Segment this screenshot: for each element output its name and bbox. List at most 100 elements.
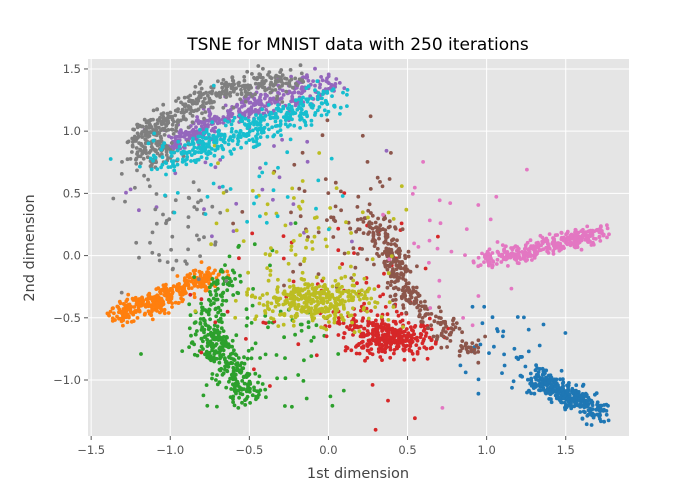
scatter-point [220, 155, 225, 160]
scatter-point [406, 339, 411, 343]
scatter-point [321, 92, 325, 96]
scatter-point [562, 238, 566, 243]
scatter-point [605, 235, 609, 240]
scatter-point [225, 269, 230, 274]
scatter-point [563, 400, 567, 405]
scatter-point [151, 158, 156, 163]
scatter-point [401, 325, 405, 329]
scatter-point [333, 82, 338, 86]
scatter-point [328, 293, 332, 298]
scatter-point [509, 286, 514, 291]
scatter-point [208, 317, 213, 322]
scatter-point [499, 260, 504, 264]
scatter-point [224, 279, 229, 283]
scatter-point [534, 363, 538, 368]
scatter-point [157, 131, 162, 136]
scatter-point [310, 240, 314, 244]
scatter-point [355, 281, 359, 286]
scatter-point [261, 320, 266, 325]
scatter-point [295, 107, 300, 112]
scatter-point [175, 191, 180, 195]
scatter-point [289, 99, 293, 104]
scatter-point [542, 368, 547, 373]
scatter-point [380, 322, 384, 326]
scatter-point [254, 126, 258, 131]
scatter-point [130, 144, 135, 149]
scatter-point [366, 208, 371, 213]
scatter-point [248, 91, 253, 96]
scatter-point [578, 405, 582, 409]
scatter-point [217, 319, 222, 324]
scatter-point [187, 136, 192, 141]
scatter-point [547, 397, 552, 401]
scatter-point [288, 221, 293, 226]
scatter-point [121, 302, 126, 306]
scatter-point [203, 288, 208, 293]
scatter-point [126, 139, 131, 144]
scatter-point [369, 296, 374, 301]
scatter-point [370, 213, 375, 218]
scatter-point [304, 75, 308, 80]
scatter-point [263, 387, 268, 392]
scatter-point [140, 130, 145, 134]
scatter-point [195, 233, 199, 238]
scatter-point [349, 348, 354, 353]
scatter-point [211, 181, 216, 186]
scatter-point [375, 229, 379, 234]
scatter-point [226, 120, 230, 124]
scatter-point [175, 157, 180, 162]
scatter-point [193, 150, 198, 154]
scatter-point [196, 134, 201, 139]
scatter-point [250, 393, 255, 398]
scatter-point [245, 356, 250, 361]
scatter-point [365, 257, 369, 262]
scatter-point [533, 245, 538, 250]
scatter-point [164, 282, 168, 287]
scatter-point [285, 195, 290, 199]
scatter-point [260, 107, 265, 112]
scatter-point [147, 184, 152, 189]
scatter-point [233, 315, 238, 320]
scatter-point [399, 221, 404, 226]
scatter-point [298, 233, 302, 238]
scatter-point [221, 105, 226, 110]
scatter-point [183, 279, 188, 284]
scatter-point [480, 251, 484, 256]
scatter-point [221, 298, 225, 303]
scatter-point [521, 251, 526, 255]
scatter-point [167, 288, 172, 293]
scatter-point [389, 151, 393, 155]
scatter-point [325, 300, 330, 305]
scatter-point [555, 245, 560, 250]
scatter-point [196, 277, 201, 282]
scatter-point [604, 412, 609, 417]
scatter-point [378, 355, 383, 359]
scatter-point [205, 337, 210, 342]
scatter-point [227, 379, 231, 384]
scatter-point [184, 117, 188, 122]
scatter-point [385, 267, 390, 272]
scatter-point [207, 90, 212, 95]
scatter-point [431, 334, 436, 339]
scatter-point [436, 320, 440, 325]
scatter-point [276, 302, 281, 307]
scatter-point [239, 145, 244, 150]
scatter-point [205, 194, 210, 199]
scatter-point [553, 233, 558, 238]
scatter-point [135, 168, 139, 173]
scatter-point [148, 149, 153, 153]
scatter-point [445, 345, 449, 349]
scatter-point [573, 401, 577, 406]
scatter-point [192, 158, 197, 163]
scatter-point [263, 114, 268, 118]
scatter-point [215, 278, 220, 283]
scatter-point [314, 295, 319, 300]
scatter-point [134, 139, 138, 143]
scatter-point [490, 251, 495, 255]
scatter-point [270, 88, 275, 93]
scatter-point [216, 273, 221, 277]
scatter-point [224, 80, 229, 85]
scatter-point [464, 341, 469, 346]
scatter-point [203, 110, 208, 114]
